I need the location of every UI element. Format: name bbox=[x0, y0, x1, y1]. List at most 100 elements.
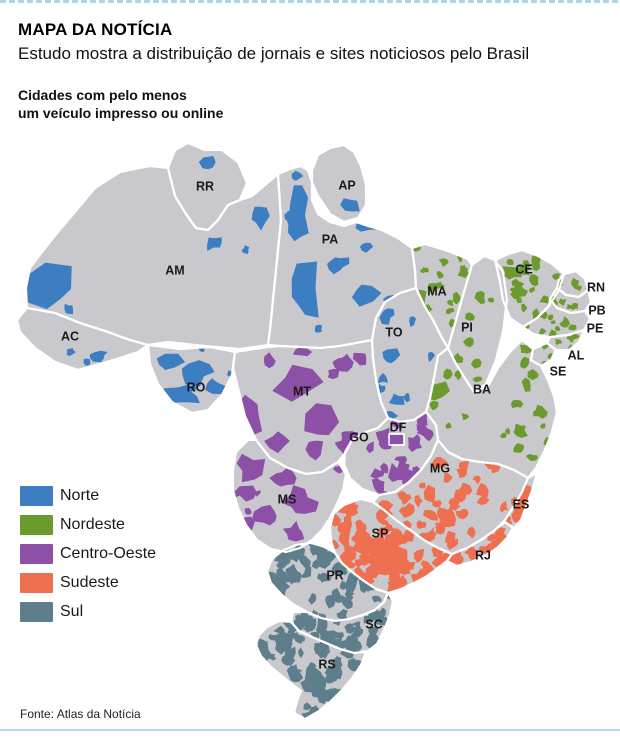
municipality-patch bbox=[533, 404, 548, 419]
state-label-rr: RR bbox=[196, 179, 214, 193]
municipality-patch bbox=[366, 631, 380, 646]
municipality-patch bbox=[446, 299, 454, 307]
state-label-rn: RN bbox=[587, 280, 605, 294]
municipality-patch bbox=[302, 624, 315, 633]
legend-label-centro-oeste: Centro-Oeste bbox=[60, 545, 157, 562]
municipality-patch bbox=[292, 346, 313, 357]
municipality-patch bbox=[467, 526, 476, 539]
municipality-patch bbox=[539, 295, 550, 304]
municipality-patch bbox=[305, 440, 324, 461]
municipality-patch bbox=[375, 427, 390, 446]
municipality-patch bbox=[518, 260, 531, 273]
municipality-patch bbox=[64, 303, 73, 315]
municipality-patch bbox=[471, 358, 482, 369]
municipality-patch bbox=[319, 572, 329, 583]
municipality-patch bbox=[280, 635, 293, 653]
speckles-ba bbox=[426, 344, 552, 461]
municipality-patch bbox=[511, 278, 525, 288]
municipality-patch bbox=[276, 560, 288, 569]
municipality-patch bbox=[570, 303, 579, 311]
municipality-patch bbox=[520, 356, 529, 369]
municipality-patch bbox=[414, 494, 423, 508]
municipality-patch bbox=[345, 579, 358, 595]
state-borders-layer bbox=[15, 141, 593, 721]
municipality-patch bbox=[550, 320, 556, 325]
municipality-patch bbox=[359, 242, 374, 253]
municipality-patch bbox=[327, 368, 340, 380]
municipality-patch bbox=[487, 297, 494, 303]
municipality-patch bbox=[436, 270, 444, 279]
municipality-patch bbox=[66, 348, 77, 356]
municipality-patch bbox=[251, 504, 277, 526]
footer: Fonte: Atlas da Notícia bbox=[20, 707, 141, 721]
state-df bbox=[388, 433, 405, 446]
municipality-patch bbox=[314, 641, 330, 659]
municipality-patch bbox=[472, 475, 481, 485]
municipality-patch bbox=[422, 509, 439, 521]
municipality-patch bbox=[316, 549, 329, 565]
municipality-patch bbox=[439, 548, 452, 560]
state-border-ap bbox=[310, 143, 368, 224]
state-label-mg: MG bbox=[430, 461, 450, 475]
municipality-patch bbox=[491, 465, 501, 474]
municipality-patch bbox=[323, 673, 335, 684]
municipality-patch bbox=[502, 266, 523, 280]
municipality-patch bbox=[373, 537, 381, 548]
municipality-patch bbox=[330, 656, 343, 668]
state-border-rr bbox=[166, 141, 249, 232]
municipality-patch bbox=[420, 267, 429, 273]
municipality-patch bbox=[341, 594, 353, 610]
municipality-patch bbox=[529, 274, 539, 287]
speckles-ap bbox=[340, 198, 360, 212]
municipality-patch bbox=[205, 378, 226, 395]
speckles-rs bbox=[256, 621, 366, 719]
state-border-pi bbox=[446, 254, 509, 394]
municipality-patch bbox=[559, 298, 567, 306]
municipality-patch bbox=[438, 258, 449, 267]
municipality-patch bbox=[272, 364, 324, 402]
municipality-patch bbox=[398, 502, 415, 518]
municipality-patch bbox=[513, 443, 525, 453]
municipality-patch bbox=[418, 482, 426, 489]
state-label-to: TO bbox=[385, 325, 402, 339]
state-label-ap: AP bbox=[338, 178, 355, 192]
legend-item-sudeste: Sudeste bbox=[20, 573, 156, 593]
state-label-pi: PI bbox=[461, 320, 473, 334]
municipality-patch bbox=[383, 523, 393, 533]
legend-swatch-centro-oeste bbox=[20, 544, 53, 564]
municipality-patch bbox=[328, 630, 345, 639]
municipality-patch bbox=[509, 287, 518, 294]
municipality-patch bbox=[457, 266, 470, 278]
state-border-ce bbox=[493, 248, 566, 329]
state-label-pe: PE bbox=[587, 321, 604, 335]
legend: Norte Nordeste Centro-Oeste Sudeste Sul bbox=[20, 486, 156, 631]
municipality-patch bbox=[476, 495, 490, 506]
municipality-patch bbox=[571, 277, 580, 290]
municipality-patch bbox=[539, 423, 546, 429]
municipality-patch bbox=[559, 316, 570, 328]
state-label-sc: SC bbox=[365, 617, 382, 631]
municipality-patch bbox=[382, 348, 401, 364]
municipality-patch bbox=[281, 655, 296, 666]
municipality-patch bbox=[568, 324, 577, 331]
municipality-patch bbox=[284, 210, 296, 225]
municipality-patch bbox=[306, 615, 314, 623]
municipality-patch bbox=[347, 658, 359, 672]
municipality-patch bbox=[344, 636, 355, 649]
municipality-patch bbox=[458, 460, 470, 477]
municipality-patch bbox=[440, 507, 456, 528]
municipality-patch bbox=[515, 506, 525, 516]
speckles-sp bbox=[330, 499, 452, 593]
state-label-ba: BA bbox=[473, 382, 491, 396]
municipality-patch bbox=[445, 422, 452, 429]
legend-item-centro-oeste: Centro-Oeste bbox=[20, 544, 156, 564]
municipality-patch bbox=[298, 647, 304, 658]
municipality-patch bbox=[432, 500, 442, 508]
municipality-patch bbox=[407, 434, 422, 453]
municipality-patch bbox=[371, 478, 385, 495]
municipality-patch bbox=[409, 316, 417, 327]
page-subtitle: Estudo mostra a distribuição de jornais … bbox=[18, 44, 530, 63]
municipality-patch bbox=[241, 245, 250, 255]
